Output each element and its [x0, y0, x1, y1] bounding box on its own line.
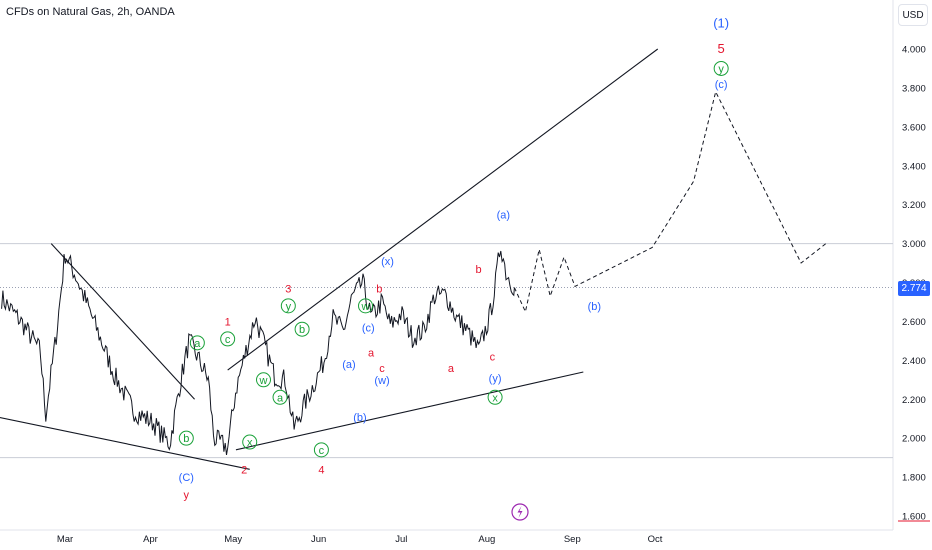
wave-label-circle: [272, 389, 288, 405]
trendline[interactable]: [227, 48, 659, 371]
y-tick-label: 4.000: [902, 45, 926, 56]
wave-label: 4: [318, 464, 324, 476]
x-tick-label: Jun: [311, 534, 326, 545]
trendline[interactable]: [0, 417, 250, 470]
wave-label: (x): [381, 256, 394, 268]
wave-label: c: [379, 363, 385, 375]
y-tick-label: 1.600: [902, 512, 926, 523]
y-tick-label: 2.400: [902, 356, 926, 367]
wave-label: 5: [718, 41, 725, 56]
x-tick-label: Jul: [395, 534, 407, 545]
x-tick-label: Aug: [478, 534, 495, 545]
wave-label-circle: [713, 60, 729, 76]
wave-label: (C): [179, 472, 194, 484]
last-price-tag: 2.774: [898, 281, 930, 296]
x-tick-label: May: [224, 534, 242, 545]
wave-label: (y): [489, 373, 502, 385]
wave-label: y: [184, 490, 190, 502]
flash-event-bolt: [517, 506, 523, 518]
wave-label-circle: [280, 298, 296, 314]
x-tick-label: Oct: [648, 534, 663, 545]
wave-label: a: [368, 348, 375, 360]
wave-label-circle: [294, 321, 310, 337]
y-tick-label: 1.800: [902, 473, 926, 484]
wave-label: (w): [374, 375, 389, 387]
wave-label: (b): [353, 412, 366, 424]
y-tick-label: 2.600: [902, 317, 926, 328]
wave-label: w: [259, 375, 268, 387]
currency-button[interactable]: USD: [898, 4, 928, 26]
projection-path[interactable]: [513, 90, 827, 314]
wave-label: 2: [241, 464, 247, 476]
y-tick-label: 3.000: [902, 239, 926, 250]
wave-label: w: [361, 301, 370, 313]
wave-label: x: [492, 392, 498, 404]
wave-label: a: [277, 392, 284, 404]
wave-label: a: [448, 363, 455, 375]
wave-label: (c): [715, 79, 728, 91]
wave-label-circle: [256, 372, 272, 388]
wave-label: (a): [342, 359, 355, 371]
y-tick-label: 3.600: [902, 122, 926, 133]
wave-label: b: [376, 283, 382, 295]
y-tick-label: 3.800: [902, 83, 926, 94]
price-series-line: [1, 250, 515, 455]
wave-label: a: [194, 338, 201, 350]
wave-label: y: [718, 63, 724, 75]
wave-label: c: [490, 351, 496, 363]
wave-label: y: [286, 301, 292, 313]
y-tick-label: 3.200: [902, 200, 926, 211]
y-tick-label: 2.000: [902, 434, 926, 445]
wave-label: b: [299, 324, 305, 336]
trendline[interactable]: [235, 371, 584, 451]
trendline[interactable]: [50, 243, 195, 400]
y-tick-label: 3.400: [902, 161, 926, 172]
wave-label-circle: [178, 430, 194, 446]
wave-label: (c): [362, 322, 375, 334]
wave-label-circle: [487, 389, 503, 405]
wave-label-circle: [242, 434, 258, 450]
x-tick-label: Mar: [57, 534, 73, 545]
chart-title: CFDs on Natural Gas, 2h, OANDA: [6, 6, 175, 18]
wave-label: 1: [225, 316, 231, 328]
wave-label: x: [247, 437, 253, 449]
wave-label: c: [319, 445, 325, 457]
wave-label-circle: [189, 335, 205, 351]
wave-label: 3: [285, 283, 291, 295]
wave-label: (b): [588, 301, 601, 313]
y-tick-label: 2.200: [902, 395, 926, 406]
x-tick-label: Sep: [564, 534, 581, 545]
wave-label-circle: [358, 298, 374, 314]
wave-label-circle: [220, 331, 236, 347]
wave-label: c: [225, 334, 231, 346]
wave-label: b: [475, 264, 481, 276]
wave-label: (a): [497, 209, 510, 221]
wave-label: (1): [713, 16, 729, 31]
wave-label-circle: [313, 442, 329, 458]
x-tick-label: Apr: [143, 534, 158, 545]
wave-label: b: [183, 433, 189, 445]
